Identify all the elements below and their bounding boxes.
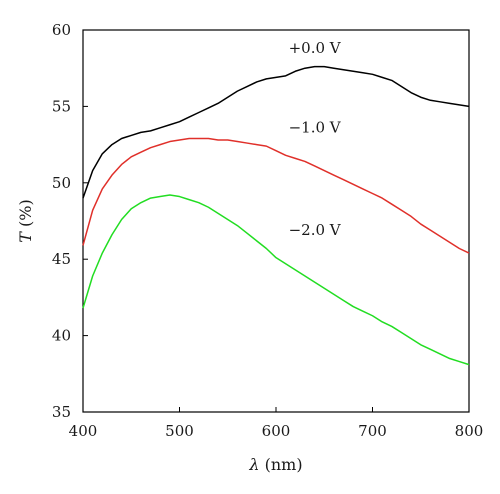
series-label: +0.0 V — [289, 39, 342, 57]
y-tick-label: 40 — [52, 327, 71, 345]
series-layer — [82, 65, 470, 366]
x-axis-title-symbol: λ — [248, 455, 259, 474]
x-tick-label: 600 — [262, 422, 291, 440]
y-axis-title-symbol: T — [16, 231, 35, 243]
plot-frame — [82, 29, 470, 413]
y-tick-label: 45 — [52, 250, 71, 268]
y-tick-label: 50 — [52, 174, 71, 192]
x-tick-label: 500 — [165, 422, 194, 440]
y-tick-label: 35 — [52, 403, 71, 421]
y-axis-title: T (%) — [16, 199, 35, 242]
x-tick-label: 400 — [69, 422, 98, 440]
series-line — [82, 137, 470, 254]
series-label: −2.0 V — [289, 221, 342, 239]
x-axis-title: λ (nm) — [248, 455, 302, 474]
y-axis-title-unit: (%) — [16, 199, 35, 232]
tick-layer — [82, 29, 470, 413]
series-label: −1.0 V — [289, 118, 342, 136]
y-tick-label: 55 — [52, 97, 71, 115]
label-layer: 400 500 600 700 800 35 40 45 50 55 60 +0.0 V −1.0 V −… — [52, 21, 483, 440]
series-line — [82, 65, 470, 199]
y-tick-label: 60 — [52, 21, 71, 39]
series-line — [82, 194, 470, 366]
x-axis-title-unit: (nm) — [260, 455, 303, 474]
x-tick-label: 800 — [455, 422, 484, 440]
x-tick-label: 700 — [358, 422, 387, 440]
